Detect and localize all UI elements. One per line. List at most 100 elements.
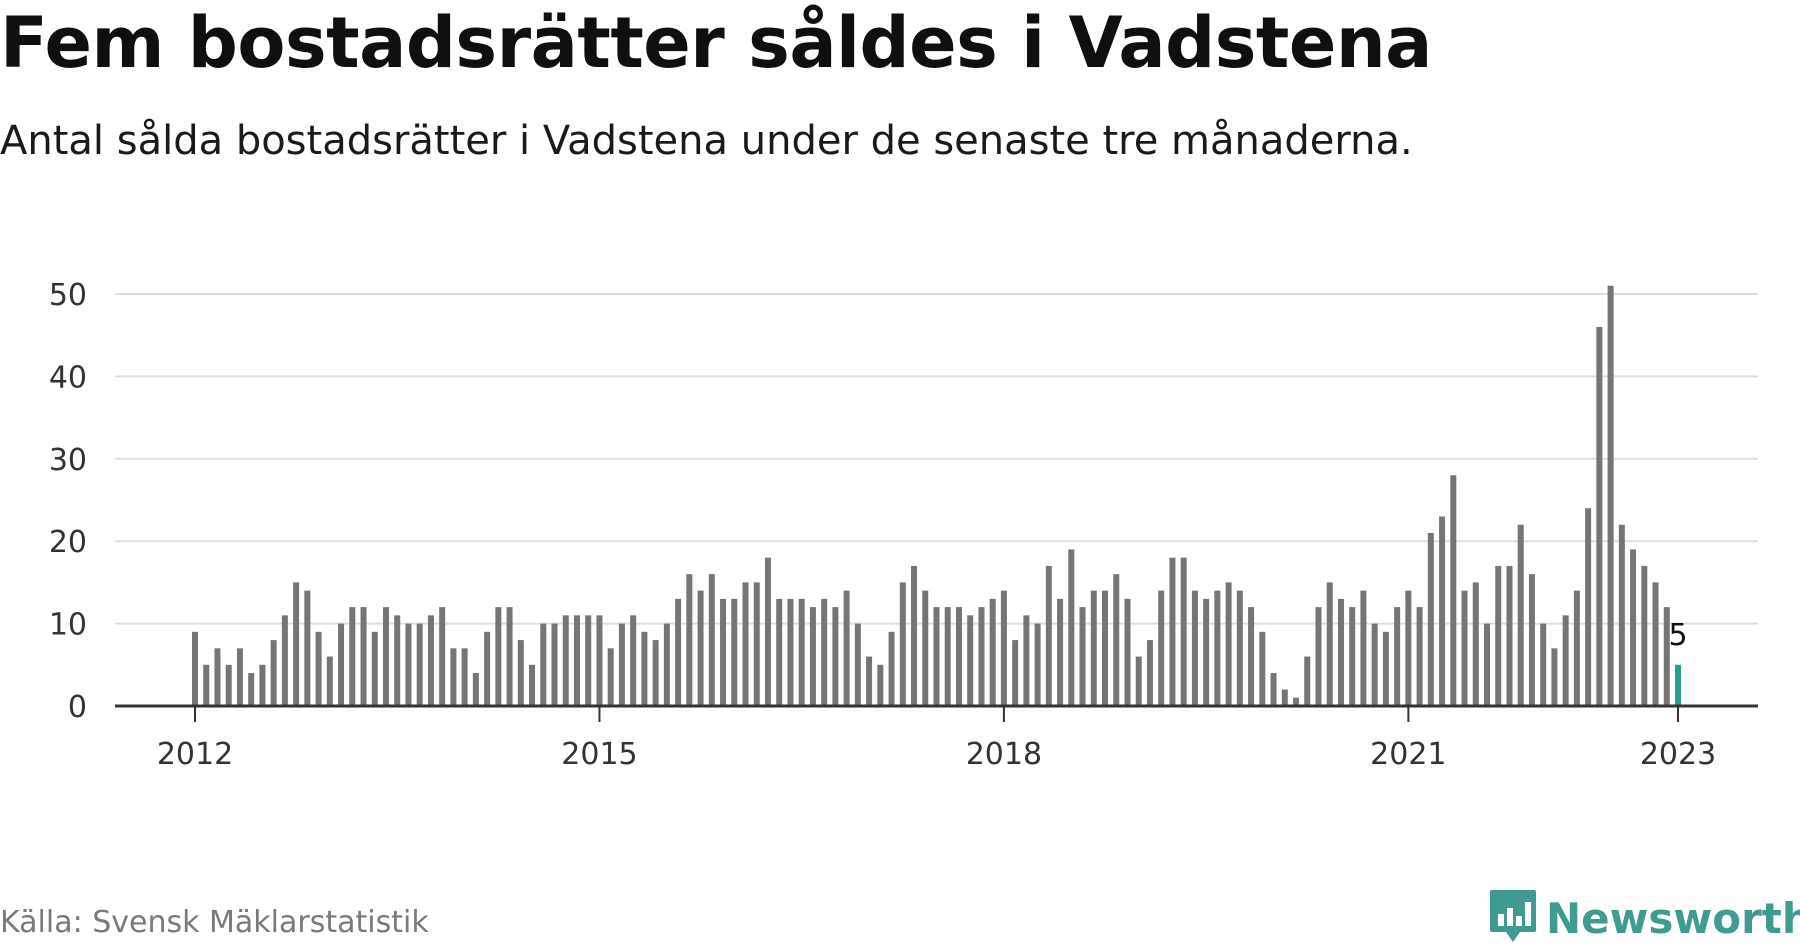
bar	[1517, 524, 1524, 706]
bar	[697, 590, 704, 706]
bar	[405, 623, 412, 706]
bar	[1427, 532, 1434, 706]
bar	[618, 623, 625, 706]
brand-logo: Newsworthy	[1488, 888, 1800, 948]
bar	[394, 615, 401, 706]
bar	[1124, 598, 1131, 706]
bar	[1259, 631, 1266, 706]
bar	[382, 607, 389, 706]
bar	[1057, 598, 1064, 706]
bar	[1495, 565, 1502, 706]
x-tick-label: 2023	[1640, 737, 1716, 772]
bar-highlight	[1675, 664, 1681, 706]
bar	[753, 582, 760, 706]
bar	[854, 623, 861, 706]
bar	[1472, 582, 1479, 706]
bar	[270, 640, 277, 706]
bar	[607, 648, 614, 706]
bar	[1158, 590, 1165, 706]
bar	[1000, 590, 1007, 706]
bar	[720, 598, 727, 706]
y-tick-label: 10	[49, 608, 87, 643]
bar	[955, 607, 962, 706]
bar	[1135, 656, 1142, 706]
bar	[1068, 549, 1075, 706]
bar	[1652, 582, 1659, 706]
bar	[742, 582, 749, 706]
bar	[416, 623, 423, 706]
bar	[1236, 590, 1243, 706]
bar	[562, 615, 569, 706]
bar	[1248, 607, 1255, 706]
bar	[1506, 565, 1513, 706]
bar	[371, 631, 378, 706]
bar	[933, 607, 940, 706]
bar	[652, 640, 659, 706]
bar	[1360, 590, 1367, 706]
chart-subtitle: Antal sålda bostadsrätter i Vadstena und…	[0, 118, 1413, 164]
bar	[731, 598, 738, 706]
bar	[1607, 285, 1614, 706]
bar	[967, 615, 974, 706]
bar	[293, 582, 300, 706]
bar	[1405, 590, 1412, 706]
bar-chart-speech-bubble-icon	[1488, 888, 1538, 948]
bar	[1203, 598, 1210, 706]
bar	[989, 598, 996, 706]
bar	[517, 640, 524, 706]
bar	[529, 664, 536, 706]
x-tick-label: 2015	[561, 737, 637, 772]
bar	[764, 557, 771, 706]
bar	[259, 664, 266, 706]
bar	[540, 623, 547, 706]
bar	[1326, 582, 1333, 706]
bar	[225, 664, 232, 706]
bar	[338, 623, 345, 706]
bar	[573, 615, 580, 706]
bar	[1090, 590, 1097, 706]
bar	[1180, 557, 1187, 706]
bar	[832, 607, 839, 706]
chart-title: Fem bostadsrätter såldes i Vadstena	[0, 2, 1432, 84]
bar	[248, 673, 255, 706]
bar	[1191, 590, 1198, 706]
bar	[1225, 582, 1232, 706]
bar	[866, 656, 873, 706]
bar	[911, 565, 918, 706]
bar	[1562, 615, 1569, 706]
y-tick-label: 0	[68, 690, 87, 725]
bar	[484, 631, 491, 706]
y-tick-label: 50	[49, 278, 87, 313]
bar	[686, 574, 693, 706]
bar	[203, 664, 210, 706]
bar	[1349, 607, 1356, 706]
bar	[922, 590, 929, 706]
x-tick-label: 2021	[1370, 737, 1446, 772]
bar	[1394, 607, 1401, 706]
bar	[1012, 640, 1019, 706]
bar	[708, 574, 715, 706]
bar	[304, 590, 311, 706]
bar	[1034, 623, 1041, 706]
bar	[1169, 557, 1176, 706]
bar	[461, 648, 468, 706]
bar	[506, 607, 513, 706]
bar	[1618, 524, 1625, 706]
bar	[1528, 574, 1535, 706]
last-value-label: 5	[1668, 618, 1687, 653]
bar	[427, 615, 434, 706]
bar	[877, 664, 884, 706]
bar	[978, 607, 985, 706]
bar	[439, 607, 446, 706]
bar	[1113, 574, 1120, 706]
bar	[1596, 326, 1603, 706]
bar	[787, 598, 794, 706]
bar	[1585, 508, 1592, 706]
bar	[1450, 475, 1457, 706]
bar	[1371, 623, 1378, 706]
bar	[1304, 656, 1311, 706]
bar	[663, 623, 670, 706]
bar	[675, 598, 682, 706]
bar	[776, 598, 783, 706]
